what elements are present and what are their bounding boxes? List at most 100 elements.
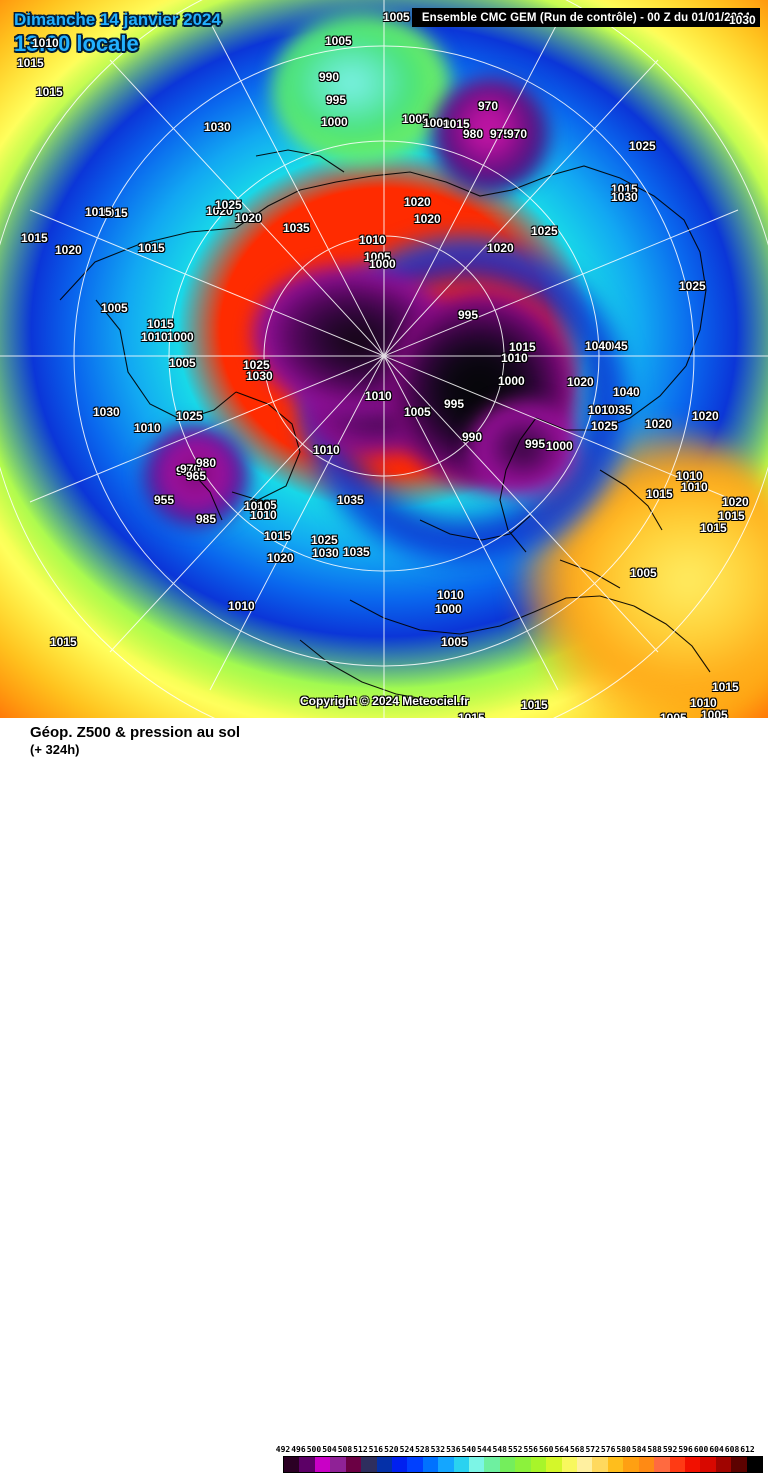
isobar-label: 1015: [36, 85, 63, 99]
isobar-label: 1000: [369, 257, 396, 271]
colorbar-swatch: [376, 1457, 392, 1472]
colorbar-swatch: [391, 1457, 408, 1472]
colorbar-tick: 492: [275, 1445, 291, 1454]
isobar-label: 1005: [101, 301, 128, 315]
colorbar-swatch: [345, 1457, 362, 1472]
isobar-label: 1025: [311, 533, 338, 547]
colorbar-swatch: [731, 1457, 747, 1472]
isobar-label: 1025: [591, 419, 618, 433]
isobar-label: 1025: [629, 139, 656, 153]
colorbar-tick: 544: [477, 1445, 492, 1454]
isobar-label: 1000: [435, 602, 462, 616]
colorbar-tick: 580: [616, 1445, 631, 1454]
isobar-label: 1010: [359, 233, 386, 247]
colorbar-swatch: [638, 1457, 655, 1472]
isobar-label: 1000: [167, 330, 194, 344]
colorbar-tick: 560: [538, 1445, 554, 1454]
colorbar-swatch: [422, 1457, 439, 1472]
isobar-label: 1010: [690, 696, 717, 710]
isobar-label: 1015: [264, 529, 291, 543]
colorbar-tick: 564: [554, 1445, 569, 1454]
isobar-label: 1020: [567, 375, 594, 389]
colorbar-swatch: [654, 1457, 670, 1472]
colorbar-swatch: [438, 1457, 454, 1472]
isobar-label: 1015: [646, 487, 673, 501]
colorbar-swatch: [284, 1457, 300, 1472]
isobar-label: 1025: [243, 358, 270, 372]
colorbar-tick-labels: 492 496 500 504 508 512 516 520 524 528 532 536 540 5…: [276, 1445, 763, 1456]
isobar-label: 1015: [521, 698, 548, 712]
isobar-label: 990: [319, 70, 340, 84]
isobar-label: 995: [525, 437, 546, 451]
isobar-label: 995: [176, 464, 197, 478]
isobar-label: 1020: [645, 417, 672, 431]
colorbar-tick: 520: [384, 1445, 399, 1454]
isobar-label: 1010: [244, 499, 271, 513]
colorbar-tick: 516: [368, 1445, 384, 1454]
model-run-bar: Ensemble CMC GEM (Run de contrôle) - 00 …: [412, 8, 760, 27]
isobar-label: 1025: [679, 279, 706, 293]
isobar-label: 1035: [283, 221, 310, 235]
map-canvas[interactable]: Dimanche 14 janvier 2024 13:00 locale En…: [0, 0, 768, 718]
isobar-label: 1015: [21, 231, 48, 245]
isobar-label: 990: [462, 430, 483, 444]
colorbar-swatch: [515, 1457, 531, 1472]
colorbar-swatch: [623, 1457, 639, 1472]
isobar-label: 1035: [343, 545, 370, 559]
colorbar-tick: 496: [291, 1445, 306, 1454]
isobar-label: 1000: [321, 115, 348, 129]
colorbar-swatch: [592, 1457, 608, 1472]
map-caption: Géop. Z500 & pression au sol (+ 324h): [30, 724, 240, 758]
isobar-label: 1015: [700, 521, 727, 535]
colorbar-tick: 500: [306, 1445, 322, 1454]
isobar-label: 1010: [676, 469, 703, 483]
low-arctic: [432, 78, 550, 194]
isobar-label: 1005: [383, 10, 410, 24]
caption-sub-label: (+ 324h): [30, 742, 80, 757]
isobar-label: 1010: [228, 599, 255, 613]
isobar-label: 1005: [325, 34, 352, 48]
isobar-label: 970: [478, 99, 499, 113]
colorbar-swatch: [469, 1457, 485, 1472]
isobar-label: 995: [444, 397, 465, 411]
colorbar[interactable]: 492 496 500 504 508 512 516 520 524 528 532 536 540 5…: [276, 1445, 763, 1473]
isobar-label: 1015: [17, 56, 44, 70]
colorbar-tick: 532: [430, 1445, 446, 1454]
colorbar-tick: 588: [647, 1445, 662, 1454]
isobar-label: 1020: [414, 212, 441, 226]
colorbar-tick: 572: [585, 1445, 600, 1454]
colorbar-tick: 536: [446, 1445, 461, 1454]
isobar-label: 1005: [441, 635, 468, 649]
colorbar-swatch: [499, 1457, 516, 1472]
valid-time-stamp: Dimanche 14 janvier 2024 13:00 locale: [14, 10, 221, 57]
stamp-date-label: Dimanche 14 janvier 2024: [14, 10, 221, 29]
colorbar-swatch: [669, 1457, 685, 1472]
colorbar-swatch: [746, 1457, 763, 1472]
stamp-time-label: 13:00 locale: [14, 31, 139, 56]
isobar-label: 1000: [423, 116, 450, 130]
isobar-label: 1030: [204, 120, 231, 134]
colorbar-tick: 508: [337, 1445, 353, 1454]
colorbar-tick: 504: [322, 1445, 337, 1454]
isobar-label: 1015: [101, 206, 128, 220]
isobar-label: 1020: [722, 495, 749, 509]
isobar-label: 1010: [141, 330, 168, 344]
colorbar-tick: 604: [709, 1445, 724, 1454]
colorbar-swatch: [330, 1457, 346, 1472]
isobar-label: 1010: [501, 351, 528, 365]
isobar-label: 1030: [246, 369, 273, 383]
colorbar-swatch: [700, 1457, 716, 1472]
isobar-label: 1005: [402, 112, 429, 126]
colorbar-tick: 524: [399, 1445, 415, 1454]
isobar-label: 1030: [729, 13, 756, 27]
isobar-label: 1020: [55, 243, 82, 257]
colorbar-swatch: [561, 1457, 578, 1472]
isobar-label: 1040: [585, 339, 612, 353]
isobar-label: 1015: [138, 241, 165, 255]
colorbar-tick: 584: [631, 1445, 647, 1454]
colorbar-swatch: [361, 1457, 377, 1472]
colorbar-swatch: [530, 1457, 547, 1472]
isobar-label: 1010: [313, 443, 340, 457]
isobar-label: 1005: [250, 498, 277, 512]
